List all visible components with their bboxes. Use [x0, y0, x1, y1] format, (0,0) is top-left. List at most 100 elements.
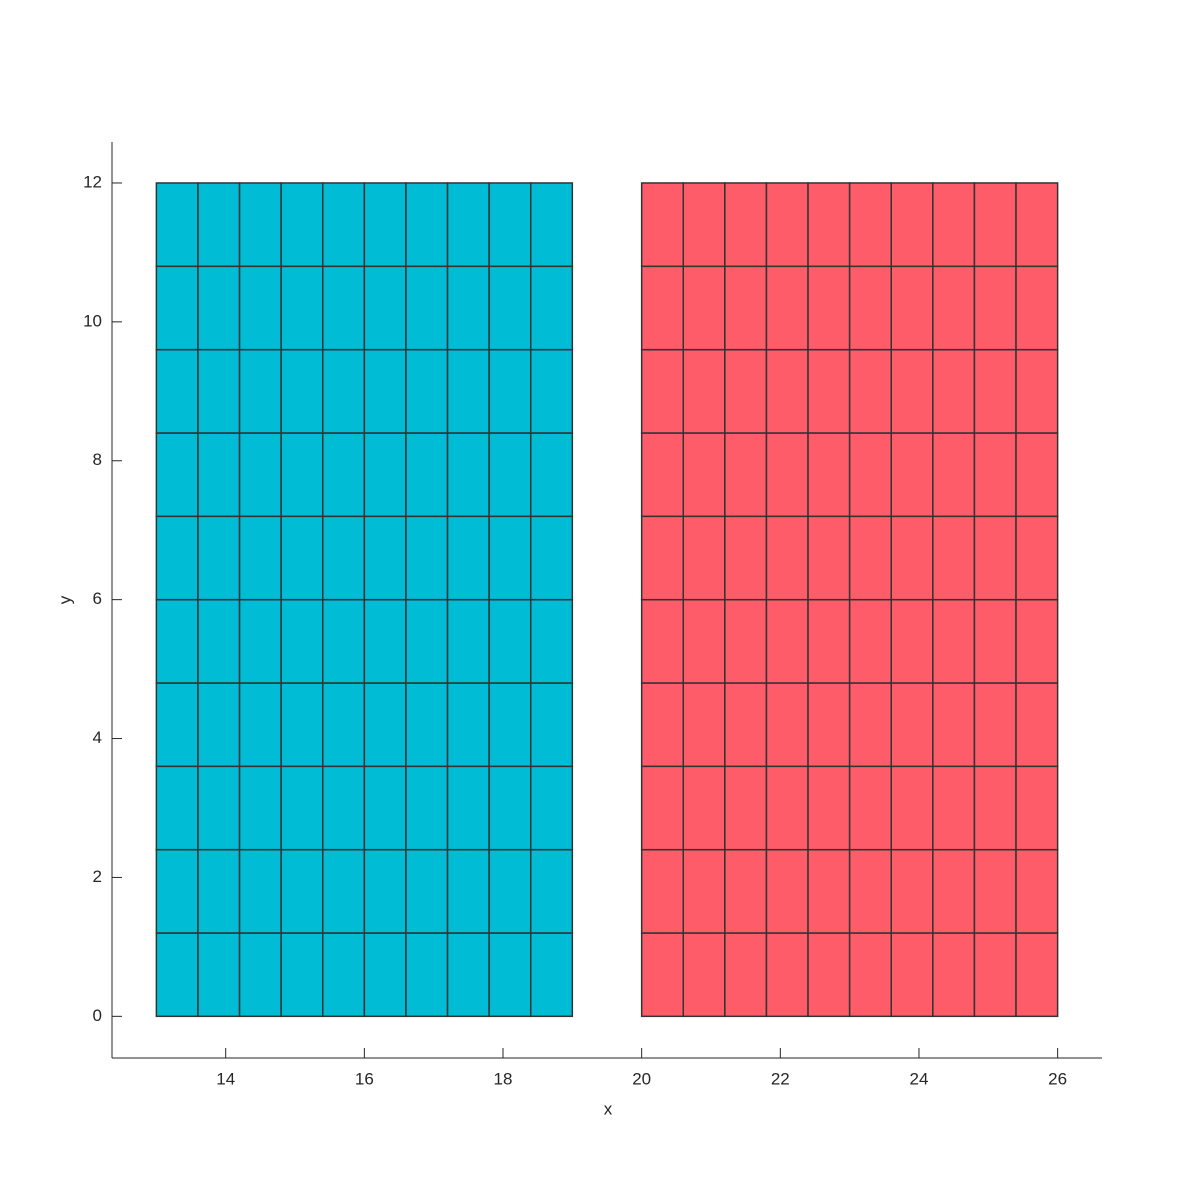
mesh-cell [890, 848, 934, 934]
mesh-cell [640, 765, 685, 851]
mesh-cell [197, 682, 241, 768]
mesh-cell [529, 765, 574, 851]
mesh-cell [529, 682, 574, 768]
mesh-cell [682, 848, 726, 934]
mesh-cell [807, 348, 851, 434]
mesh-cell [1015, 932, 1059, 1018]
mesh-cell [280, 932, 324, 1018]
mesh-cell [238, 682, 282, 768]
mesh-cell [238, 348, 282, 434]
mesh-cell [848, 348, 892, 434]
mesh-cell [932, 515, 976, 601]
mesh-cell [529, 848, 574, 934]
mesh-cell [890, 932, 934, 1018]
mesh-cell [932, 932, 976, 1018]
mesh-cell [446, 182, 490, 268]
mesh-cell [405, 848, 449, 934]
mesh-cell [197, 265, 241, 351]
mesh-cell [932, 432, 976, 518]
mesh-cell [405, 432, 449, 518]
mesh-cell [446, 598, 490, 684]
mesh-cell [682, 348, 726, 434]
mesh-cell [280, 598, 324, 684]
mesh-cell [363, 348, 407, 434]
mesh-cell [446, 932, 490, 1018]
mesh-cell [155, 765, 199, 851]
mesh-cell [973, 182, 1017, 268]
mesh-cell [1015, 598, 1059, 684]
mesh-cell [155, 598, 199, 684]
mesh-cell [807, 182, 851, 268]
mesh-cell [640, 432, 685, 518]
mesh-cell [405, 598, 449, 684]
mesh-cell [155, 182, 199, 268]
mesh-cell [890, 598, 934, 684]
mesh-cell [488, 515, 532, 601]
mesh-cell [765, 848, 809, 934]
mesh-cell [640, 848, 685, 934]
mesh-cell [322, 515, 366, 601]
mesh-cell [890, 682, 934, 768]
mesh-cell [529, 348, 574, 434]
mesh-cell [973, 515, 1017, 601]
mesh-cell [322, 265, 366, 351]
mesh-cell [890, 265, 934, 351]
mesh-cell [973, 682, 1017, 768]
mesh-cell [280, 265, 324, 351]
mesh-cell [973, 765, 1017, 851]
x-tick-label: 14 [216, 1069, 235, 1088]
mesh-cell [724, 848, 768, 934]
y-tick-label: 8 [93, 450, 102, 469]
mesh-cell [363, 265, 407, 351]
mesh-cell [322, 182, 366, 268]
mesh-cell [197, 182, 241, 268]
mesh-cell [890, 432, 934, 518]
mesh-cell [807, 848, 851, 934]
mesh-cell [640, 682, 685, 768]
mesh-cell [682, 765, 726, 851]
mesh-cell [197, 515, 241, 601]
mesh-cell [363, 765, 407, 851]
mesh-cell [405, 932, 449, 1018]
mesh-cell [363, 182, 407, 268]
mesh-cell [973, 265, 1017, 351]
mesh-cell [446, 432, 490, 518]
mesh-cell [238, 765, 282, 851]
mesh-cell [890, 515, 934, 601]
mesh-cell [238, 432, 282, 518]
mesh-cell [405, 515, 449, 601]
mesh-cell [848, 848, 892, 934]
mesh-cell [932, 765, 976, 851]
y-tick-label: 2 [93, 867, 102, 886]
mesh-cell [280, 682, 324, 768]
mesh-cell [932, 598, 976, 684]
mesh-cell [238, 598, 282, 684]
mesh-cell [363, 848, 407, 934]
mesh-cell [1015, 682, 1059, 768]
mesh-cell [280, 765, 324, 851]
mesh-cell [932, 182, 976, 268]
mesh-cell [765, 432, 809, 518]
x-tick-label: 26 [1048, 1069, 1067, 1088]
mesh-cell [640, 932, 685, 1018]
mesh-cell [932, 848, 976, 934]
mesh-cell [932, 682, 976, 768]
mesh-cell [973, 932, 1017, 1018]
mesh-cell [197, 765, 241, 851]
mesh-cell [848, 432, 892, 518]
mesh-cell [848, 932, 892, 1018]
mesh-cell [682, 265, 726, 351]
mesh-cell [807, 265, 851, 351]
mesh-cell [682, 598, 726, 684]
mesh-cell [446, 348, 490, 434]
mesh-cell [529, 932, 574, 1018]
mesh-cell [155, 348, 199, 434]
mesh-cell [682, 432, 726, 518]
mesh-cell [724, 265, 768, 351]
mesh-cell [724, 432, 768, 518]
mesh-cell [446, 265, 490, 351]
mesh-cell [807, 432, 851, 518]
mesh-cell [280, 182, 324, 268]
mesh-cell [890, 348, 934, 434]
